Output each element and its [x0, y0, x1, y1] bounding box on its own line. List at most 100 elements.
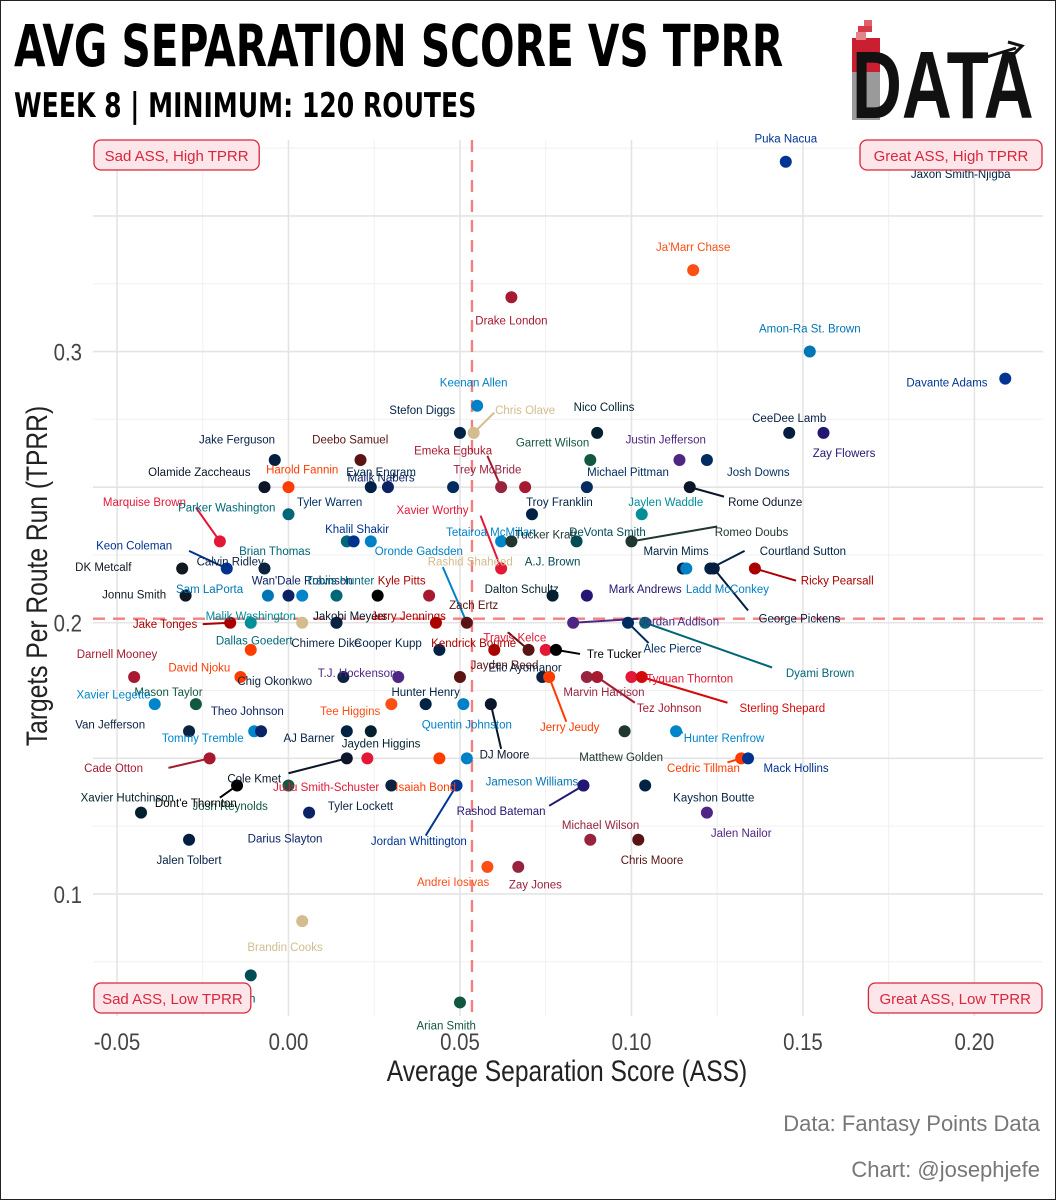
- point-label: Rome Odunze: [728, 497, 802, 509]
- data-point: [135, 806, 148, 819]
- point-label: Jordan Addison: [640, 616, 719, 628]
- data-point: [779, 155, 792, 168]
- data-point: [580, 589, 593, 602]
- point-label: Mack Hollins: [763, 763, 828, 775]
- quadrant-label-box: [93, 982, 252, 1014]
- point-label: Jonnu Smith: [102, 589, 166, 601]
- x-tick-label: 0.05: [440, 1028, 480, 1055]
- point-label: Brian Thomas: [239, 546, 311, 558]
- data-point: [570, 535, 583, 548]
- data-point: [591, 670, 604, 683]
- data-logo: DATA: [852, 20, 1034, 139]
- point-label: David Njoku: [168, 662, 230, 674]
- point-label: Jaylen Waddle: [628, 497, 703, 509]
- data-point: [622, 616, 635, 629]
- data-point: [364, 535, 377, 548]
- point-label: Ricky Pearsall: [801, 576, 874, 588]
- x-tick-label: -0.05: [94, 1028, 140, 1055]
- point-label: Stefon Diggs: [389, 405, 455, 417]
- point-label: Rashod Bateman: [457, 806, 546, 818]
- data-point: [282, 481, 295, 494]
- point-label: Arian Smith: [417, 1020, 476, 1032]
- point-label: Chris Moore: [621, 855, 684, 867]
- data-point: [546, 589, 559, 602]
- point-label: Keenan Allen: [440, 378, 508, 390]
- x-tick-labels: -0.05 0.00 0.05 0.10 0.15 0.20: [94, 1028, 994, 1055]
- data-point: [381, 481, 394, 494]
- data-point: [618, 725, 631, 738]
- point-label: Tee Higgins: [320, 706, 380, 718]
- data-point: [549, 643, 562, 656]
- grid: [93, 140, 1043, 1016]
- point-label: Keon Coleman: [96, 540, 172, 552]
- label-connector: [644, 621, 773, 669]
- data-point: [296, 616, 309, 629]
- point-label: Olamide Zaccheaus: [148, 467, 251, 479]
- point-label: Michael Pittman: [587, 467, 669, 479]
- point-label: Zach Ertz: [449, 600, 498, 612]
- point-label: Josh Downs: [727, 467, 790, 479]
- point-label: Matthew Golden: [579, 752, 663, 764]
- data-point: [255, 725, 268, 738]
- data-point: [189, 698, 202, 711]
- point-label: Rashid Shaheed: [428, 557, 513, 569]
- point-label: Drake London: [475, 315, 547, 327]
- y-tick-label: 0.2: [54, 610, 82, 637]
- data-point: [450, 779, 463, 792]
- logo-wordmark: DATA: [852, 31, 1034, 139]
- data-point: [361, 752, 374, 765]
- point-label: George Pickens: [759, 614, 841, 626]
- point-label: Ja'Marr Chase: [656, 242, 730, 254]
- label-connector: [596, 676, 636, 704]
- point-label: Romeo Doubs: [715, 527, 789, 539]
- data-point: [700, 454, 713, 467]
- data-point: [471, 399, 484, 412]
- data-point: [244, 969, 257, 982]
- point-label: Khalil Shakir: [325, 524, 389, 536]
- data-point: [433, 643, 446, 656]
- data-point: [447, 481, 460, 494]
- data-point: [525, 508, 538, 521]
- point-label: Trey McBride: [453, 465, 521, 477]
- data-point: [330, 589, 343, 602]
- point-label: Troy Franklin: [526, 497, 593, 509]
- data-point: [495, 481, 508, 494]
- data-point: [296, 589, 309, 602]
- point-label: Marvin Harrison: [563, 687, 644, 699]
- point-label: Zay Jones: [509, 879, 562, 891]
- point-label: Davante Adams: [906, 378, 987, 390]
- point-label: Amon-Ra St. Brown: [759, 323, 861, 335]
- point-label: Jalen Nailor: [711, 828, 772, 840]
- data-point: [340, 752, 353, 765]
- data-point: [296, 915, 309, 928]
- data-point: [371, 589, 384, 602]
- data-point: [268, 454, 281, 467]
- data-point: [783, 426, 796, 439]
- point-label: Sterling Shepard: [740, 703, 826, 715]
- quadrant-label-box: [859, 139, 1043, 171]
- data-point: [453, 670, 466, 683]
- point-label: A.J. Brown: [525, 557, 581, 569]
- data-point: [224, 616, 237, 629]
- x-axis-label: Average Separation Score (ASS): [387, 1054, 747, 1088]
- data-point: [488, 643, 501, 656]
- data-point: [635, 508, 648, 521]
- data-points: [128, 155, 1012, 1009]
- point-label: Dallas Goedert: [216, 635, 294, 647]
- x-tick-label: 0.10: [612, 1028, 652, 1055]
- quadrant-label-box: [867, 982, 1043, 1014]
- quadrant-label-box: [93, 139, 260, 171]
- data-point: [460, 752, 473, 765]
- data-point: [176, 562, 189, 575]
- data-point: [303, 806, 316, 819]
- point-label: Chris Olave: [495, 405, 555, 417]
- label-connector: [754, 567, 797, 582]
- point-label: CeeDee Lamb: [752, 413, 826, 425]
- label-connector: [441, 566, 468, 624]
- point-label: Andrei Iosivas: [417, 877, 489, 889]
- label-connector: [641, 676, 728, 704]
- point-label: Jerry Jeudy: [540, 722, 600, 734]
- point-label: Tucker Kraft: [515, 530, 578, 542]
- data-point: [179, 589, 192, 602]
- data-point: [673, 454, 686, 467]
